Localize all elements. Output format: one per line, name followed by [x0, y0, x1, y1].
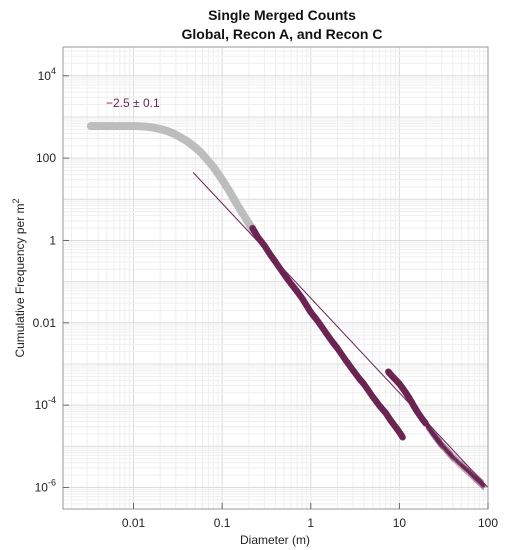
y-tick-exponent: 4: [51, 66, 56, 76]
y-axis-label-sup: 2: [11, 198, 21, 203]
series-global: [86, 122, 259, 237]
y-tick-label: 0.01: [33, 316, 57, 330]
fit-line: [192, 172, 489, 488]
y-tick-label: 100: [36, 151, 56, 165]
y-tick-exponent: -6: [48, 477, 56, 487]
fit-annotation: −2.5 ± 0.1: [106, 96, 160, 110]
chart-title-line2: Global, Recon A, and Recon C: [182, 26, 383, 42]
chart-title-line1: Single Merged Counts: [208, 7, 356, 23]
series-recon: [385, 368, 486, 491]
x-tick-label: 100: [478, 516, 498, 530]
x-tick-label: 1: [307, 516, 314, 530]
y-tick-label: 10-6: [35, 477, 56, 494]
series-recon: [249, 224, 406, 441]
x-tick-label: 0.01: [122, 516, 146, 530]
grid: [63, 46, 489, 510]
data-point-recon: [401, 435, 406, 440]
data-point-recon: [481, 483, 486, 488]
y-tick-label: 10-4: [35, 395, 56, 412]
plot-frame: [62, 46, 489, 510]
y-tick-exponent: -4: [48, 395, 56, 405]
x-tick-label: 0.1: [214, 516, 231, 530]
data-marks: [86, 122, 489, 491]
y-tick-label: 1: [49, 233, 56, 247]
y-tick-base: 10: [35, 398, 49, 412]
y-axis-label-main: Cumulative Frequency per m: [13, 203, 27, 357]
x-axis-label: Diameter (m): [240, 533, 310, 547]
y-axis-label: Cumulative Frequency per m2: [11, 198, 27, 357]
y-tick-label: 104: [38, 66, 56, 83]
y-tick-base: 10: [38, 69, 52, 83]
x-tick-label: 10: [393, 516, 407, 530]
y-tick-base: 10: [35, 480, 49, 494]
